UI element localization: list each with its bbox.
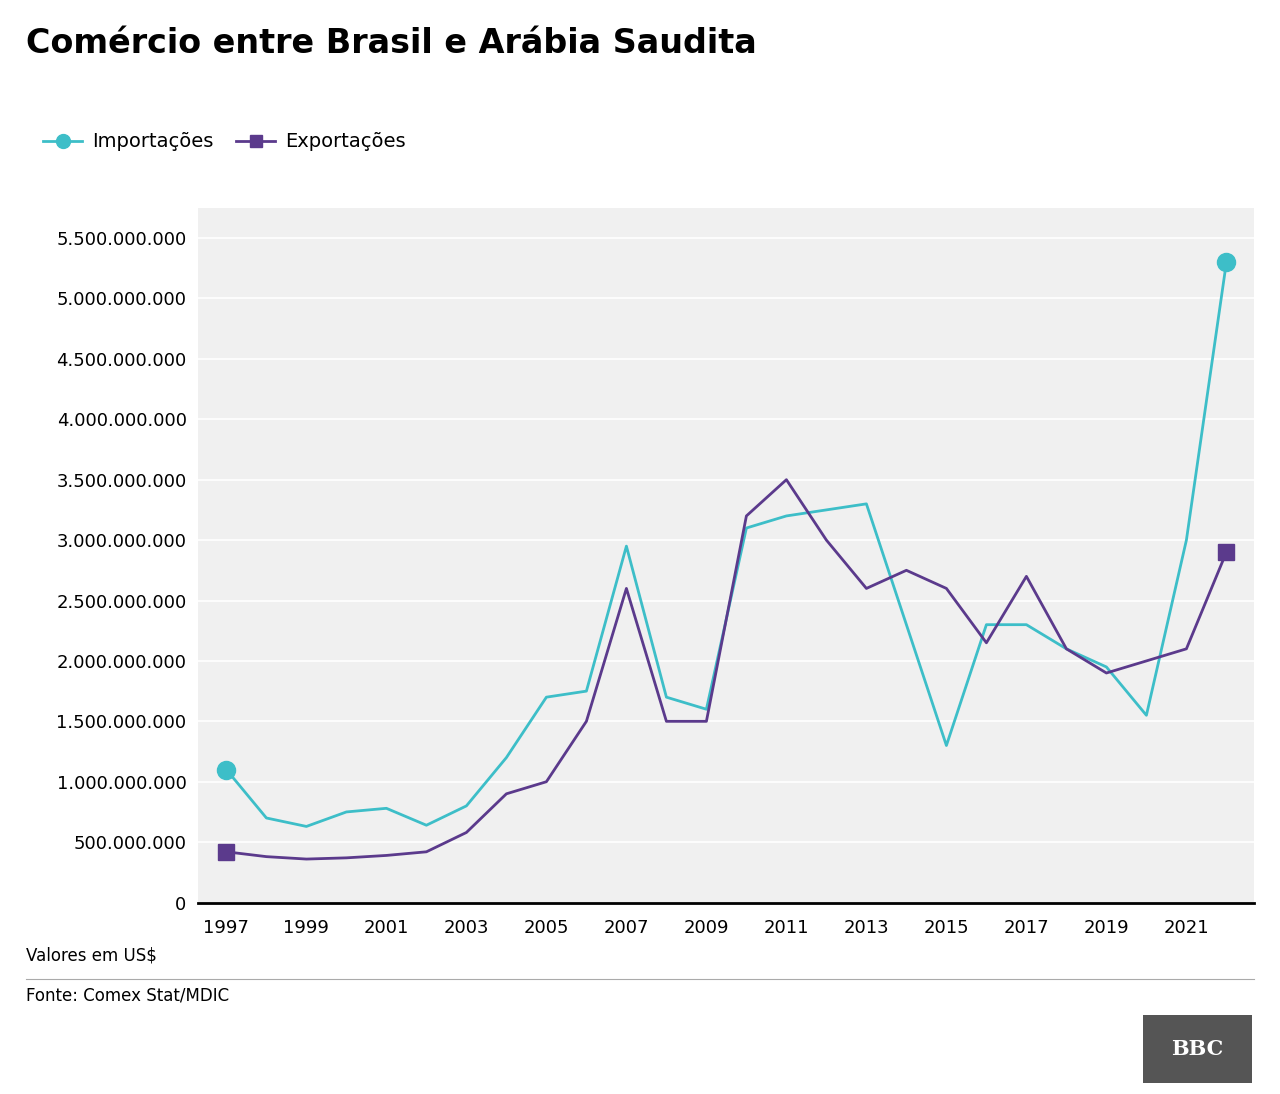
Text: Valores em US$: Valores em US$ (26, 946, 156, 964)
Legend: Importações, Exportações: Importações, Exportações (36, 125, 413, 159)
Text: Comércio entre Brasil e Arábia Saudita: Comércio entre Brasil e Arábia Saudita (26, 27, 756, 60)
Text: Fonte: Comex Stat/MDIC: Fonte: Comex Stat/MDIC (26, 987, 229, 1004)
Text: BBC: BBC (1171, 1039, 1224, 1059)
